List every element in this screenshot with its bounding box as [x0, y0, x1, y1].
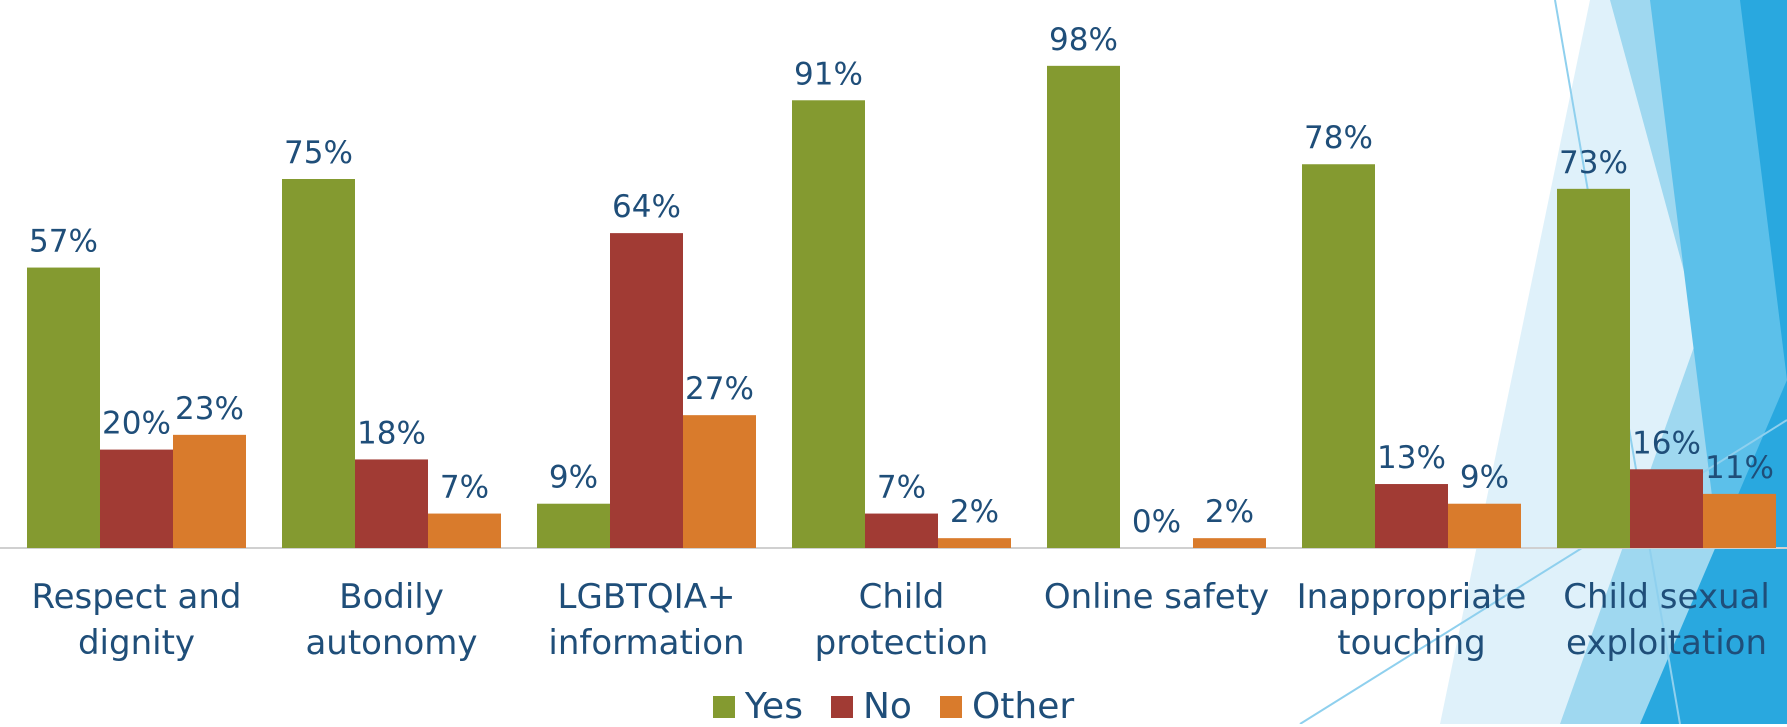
bar	[1375, 484, 1448, 548]
value-label: 18%	[357, 415, 426, 451]
x-tick-label: Respect and dignity	[12, 574, 262, 666]
x-tick-label: Online safety	[1032, 574, 1282, 620]
value-label: 7%	[877, 470, 926, 506]
bar	[428, 514, 501, 548]
bar	[938, 538, 1011, 548]
value-label: 23%	[175, 391, 244, 427]
value-label: 9%	[1460, 460, 1509, 496]
value-label: 16%	[1632, 425, 1701, 461]
value-label: 64%	[612, 189, 681, 225]
value-label: 91%	[794, 56, 863, 92]
bar	[173, 435, 246, 548]
value-label: 20%	[102, 406, 171, 442]
legend: Yes No Other	[0, 686, 1787, 727]
bar	[355, 459, 428, 548]
bar	[792, 100, 865, 548]
bar	[683, 415, 756, 548]
legend-label: No	[863, 686, 912, 727]
value-label: 9%	[549, 460, 598, 496]
legend-swatch	[831, 696, 853, 718]
value-label: 98%	[1049, 22, 1118, 58]
bar	[1302, 164, 1375, 548]
value-label: 2%	[950, 494, 999, 530]
bar	[1448, 504, 1521, 548]
value-label: 78%	[1304, 120, 1373, 156]
legend-swatch	[713, 696, 735, 718]
x-tick-label: Bodily autonomy	[267, 574, 517, 666]
bar	[282, 179, 355, 548]
value-label: 2%	[1205, 494, 1254, 530]
bar	[1047, 66, 1120, 548]
legend-item: Yes	[713, 686, 803, 727]
value-label: 73%	[1559, 145, 1628, 181]
x-tick-label: Inappropriate touching	[1287, 574, 1537, 666]
bar	[1193, 538, 1266, 548]
legend-label: Yes	[745, 686, 803, 727]
bar	[1557, 189, 1630, 548]
bar	[537, 504, 610, 548]
bar	[610, 233, 683, 548]
x-tick-label: LGBTQIA+ information	[522, 574, 772, 666]
x-tick-label: Child sexual exploitation	[1542, 574, 1787, 666]
legend-label: Other	[972, 686, 1074, 727]
x-tick-label: Child protection	[777, 574, 1027, 666]
bar	[27, 268, 100, 548]
legend-item: Other	[940, 686, 1074, 727]
value-label: 7%	[440, 470, 489, 506]
value-label: 75%	[284, 135, 353, 171]
value-label: 0%	[1132, 504, 1181, 540]
value-label: 27%	[685, 371, 754, 407]
legend-item: No	[831, 686, 912, 727]
bar	[865, 514, 938, 548]
legend-swatch	[940, 696, 962, 718]
value-label: 57%	[29, 224, 98, 260]
bar	[1703, 494, 1776, 548]
value-label: 11%	[1705, 450, 1774, 486]
value-label: 13%	[1377, 440, 1446, 476]
bar	[1630, 469, 1703, 548]
bar	[100, 450, 173, 548]
